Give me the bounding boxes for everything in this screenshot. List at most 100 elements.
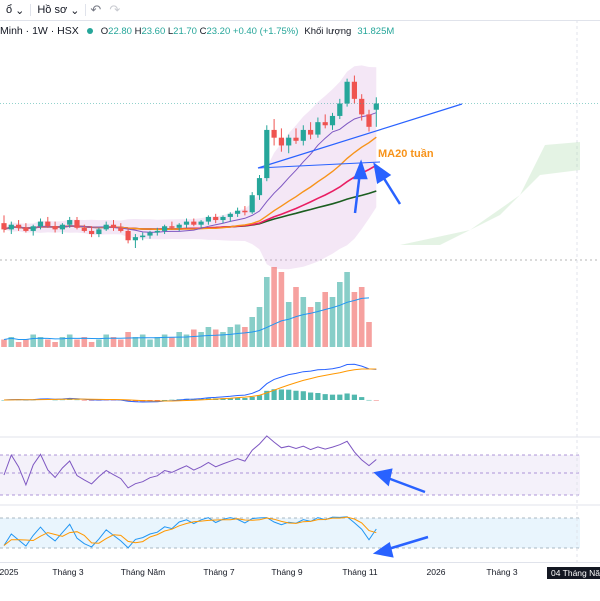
- candle-body: [110, 224, 117, 228]
- volume-ma-line: [3, 297, 370, 340]
- macd-histogram-bar: [81, 400, 87, 401]
- macd-signal-line: [3, 368, 377, 402]
- volume-bar: [161, 334, 168, 347]
- undo-icon[interactable]: ↶: [90, 2, 102, 17]
- rsi-arrow: [384, 475, 426, 494]
- macd-histogram-bar: [264, 390, 270, 400]
- profile-dropdown[interactable]: Hồ sơ ⌄: [31, 4, 85, 17]
- macd-histogram-bar: [198, 398, 204, 400]
- chart-series: [0, 65, 600, 549]
- candle-body: [315, 122, 321, 135]
- cursor-date-label: 04 Tháng Năm '2: [547, 567, 600, 579]
- macd-histogram-bar: [293, 390, 299, 400]
- candle-body: [45, 221, 51, 227]
- volume-bar: [351, 292, 358, 347]
- volume-bar: [147, 339, 153, 347]
- macd-histogram-bar: [308, 392, 314, 400]
- macd-histogram-bar: [359, 397, 365, 400]
- time-axis-label: Tháng 3: [52, 567, 84, 577]
- candle-body: [162, 226, 168, 231]
- macd-histogram-bar: [351, 394, 357, 400]
- volume-bar: [52, 342, 58, 347]
- macd-histogram-bar: [59, 399, 65, 401]
- macd-histogram-bar: [103, 400, 109, 401]
- candle-body: [373, 103, 379, 110]
- macd-histogram-bar: [67, 399, 73, 400]
- time-axis-label: Tháng 9: [271, 567, 303, 577]
- candle-body: [337, 103, 343, 116]
- volume-bar: [88, 342, 95, 347]
- arrow-head-icon: [372, 541, 394, 558]
- candle-body: [256, 178, 263, 196]
- volume-bar: [176, 332, 182, 347]
- time-axis-label: Tháng Năm: [120, 567, 166, 577]
- stoch-k-line: [3, 516, 377, 549]
- rsi-line: [3, 435, 377, 489]
- macd-histogram-bar: [154, 400, 160, 401]
- toolbar-item-menu[interactable]: ổ ⌄: [0, 4, 30, 17]
- macd-histogram-bar: [329, 394, 336, 400]
- candle-body: [198, 221, 204, 225]
- candle-body: [359, 98, 365, 115]
- volume-bar: [154, 337, 161, 347]
- volume-value: 31.825M: [357, 25, 395, 37]
- volume-bar: [110, 337, 117, 347]
- macd-histogram-bar: [278, 389, 284, 400]
- candle-body: [81, 227, 87, 231]
- candle-body: [147, 232, 153, 236]
- symbol-title[interactable]: Minh · 1W · HSX: [0, 25, 79, 37]
- candle-body: [30, 226, 36, 231]
- volume-bar: [337, 282, 343, 347]
- time-axis-label: 2025: [0, 567, 19, 577]
- macd-histogram-bar: [125, 400, 131, 402]
- time-axis[interactable]: 2025 Tháng 3 Tháng Năm Tháng 7 Tháng 9 T…: [0, 562, 600, 601]
- chevron-down-icon: ⌄: [15, 4, 25, 17]
- volume-bar: [227, 327, 234, 347]
- candle-body: [286, 137, 292, 146]
- volume-bar: [139, 334, 146, 347]
- volume-bar: [169, 337, 175, 347]
- candle-body: [169, 226, 175, 228]
- bollinger-band: [4, 65, 377, 270]
- profile-label: Hồ sơ: [37, 4, 68, 16]
- chart-legend: Minh · 1W · HSX O22.80 H23.60 L21.70 C23…: [0, 25, 394, 37]
- candle-body: [1, 223, 7, 230]
- volume-bar: [132, 337, 139, 347]
- macd-histogram-bar: [322, 394, 328, 400]
- volume-bar: [1, 339, 7, 347]
- macd-histogram-bar: [373, 400, 379, 401]
- candle-body: [205, 216, 211, 222]
- chart-canvas[interactable]: MA20 tuần: [0, 0, 600, 562]
- candle-body: [220, 216, 226, 221]
- arrow-annotations: [353, 159, 429, 558]
- candle-body: [300, 129, 306, 141]
- candle-body: [271, 129, 277, 138]
- candle-body: [227, 213, 233, 217]
- arrow-head-icon: [373, 468, 393, 487]
- time-axis-label: 2026: [426, 567, 446, 577]
- candle-body: [52, 226, 58, 230]
- macd-histogram-bar: [110, 400, 117, 401]
- macd-histogram-bar: [337, 394, 343, 400]
- trendline: [257, 103, 463, 169]
- macd-histogram-bar: [235, 397, 241, 400]
- volume-bar: [37, 337, 44, 347]
- candle-body: [329, 115, 336, 126]
- macd-histogram-bar: [366, 399, 372, 401]
- macd-histogram-bar: [220, 398, 226, 400]
- candle-body: [132, 237, 138, 241]
- candle-body: [74, 220, 80, 228]
- volume-bar: [344, 272, 350, 347]
- macd-histogram-bar: [52, 399, 58, 401]
- volume-bar: [183, 334, 190, 347]
- stoch-d-line: [3, 516, 377, 546]
- volume-bar: [118, 339, 124, 347]
- volume-bar: [205, 327, 212, 347]
- ma20-annotation[interactable]: MA20 tuần: [378, 148, 434, 160]
- candle-body: [96, 229, 102, 235]
- candle-body: [213, 216, 219, 221]
- volume-bar: [125, 332, 131, 347]
- redo-icon[interactable]: ↷: [109, 2, 121, 17]
- volume-bar: [66, 334, 73, 347]
- volume-bar: [198, 332, 204, 347]
